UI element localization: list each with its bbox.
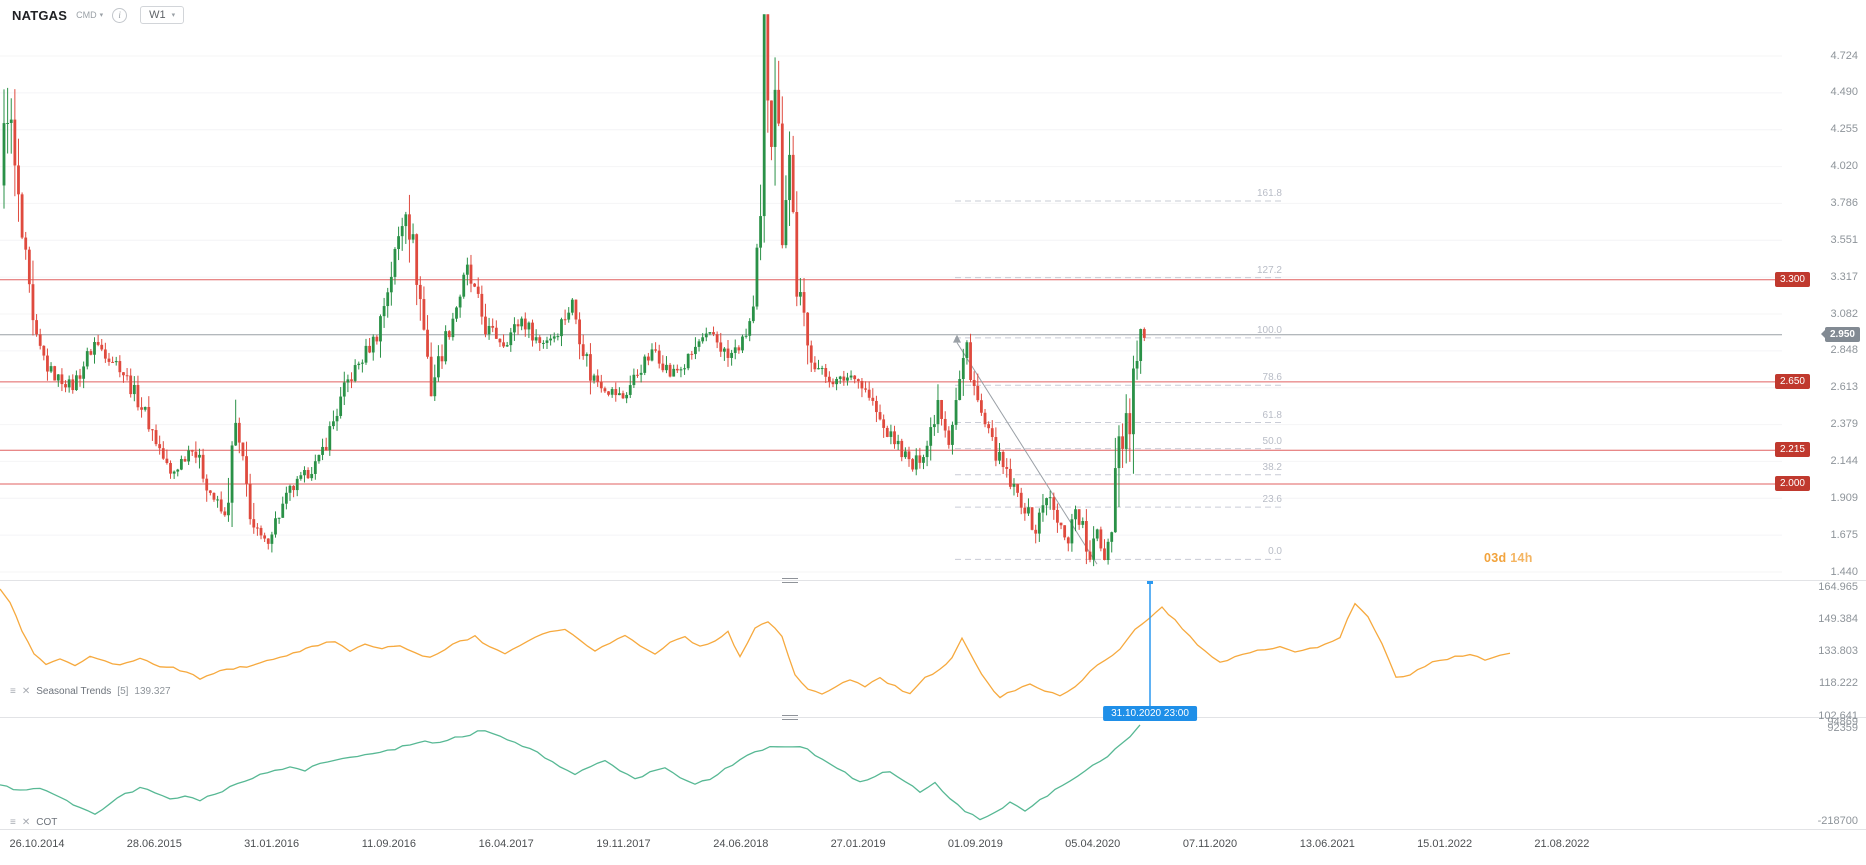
cot-panel-canvas[interactable] xyxy=(0,717,1866,829)
date-axis-label: 19.11.2017 xyxy=(596,838,651,850)
date-axis-label: 11.09.2016 xyxy=(361,838,417,850)
timeframe-label: W1 xyxy=(149,9,166,21)
seasonal-panel-canvas[interactable] xyxy=(0,580,1866,717)
date-axis-label: 26.10.2014 xyxy=(9,838,65,850)
panel-resize-handle[interactable] xyxy=(782,577,798,584)
market-category-label: CMD xyxy=(76,10,97,20)
close-icon[interactable]: ✕ xyxy=(21,816,31,828)
date-axis-label: 31.01.2016 xyxy=(244,838,300,850)
price-line-badge[interactable]: 2.650 xyxy=(1774,373,1810,389)
date-axis-label: 16.04.2017 xyxy=(478,838,534,850)
date-axis-label: 28.06.2015 xyxy=(126,838,182,850)
date-axis-label: 13.06.2021 xyxy=(1299,838,1355,850)
info-icon[interactable]: i xyxy=(112,7,128,23)
panel-resize-handle[interactable] xyxy=(782,714,798,721)
indicator-name: COT xyxy=(36,817,58,828)
indicator-value: 139.327 xyxy=(134,686,171,697)
panel-separator xyxy=(0,717,1866,718)
menu-icon[interactable]: ≡ xyxy=(10,685,16,697)
countdown-days: 03d xyxy=(1484,551,1507,565)
main-chart-canvas[interactable] xyxy=(0,0,1866,580)
timeframe-dropdown[interactable]: W1 ▾ xyxy=(140,6,185,24)
marker-tooltip: 31.10.2020 23:00 xyxy=(1103,706,1197,721)
cot-indicator-label: ≡ ✕ COT xyxy=(10,817,57,828)
candle-countdown: 03d 14h xyxy=(1484,551,1533,565)
chevron-down-icon: ▾ xyxy=(99,11,104,19)
symbol-name: NATGAS xyxy=(12,7,68,23)
date-axis-label: 27.01.2019 xyxy=(830,838,886,850)
date-axis-label: 05.04.2020 xyxy=(1065,838,1121,850)
chevron-down-icon: ▾ xyxy=(171,11,176,19)
panel-separator xyxy=(0,829,1866,830)
date-axis-label: 07.11.2020 xyxy=(1182,838,1238,850)
date-axis-label: 01.09.2019 xyxy=(947,838,1003,850)
seasonal-indicator-label: ≡ ✕ Seasonal Trends [5] 139.327 xyxy=(10,686,171,697)
chart-header: NATGAS CMD ▾ i W1 ▾ xyxy=(0,0,185,30)
price-line-badge[interactable]: 2.000 xyxy=(1774,476,1810,491)
countdown-hours: 14h xyxy=(1510,551,1533,565)
current-price-badge: 2.950 xyxy=(1820,326,1860,342)
market-category-dropdown[interactable]: CMD ▾ xyxy=(76,10,103,20)
indicator-param: [5] xyxy=(117,686,129,697)
close-icon[interactable]: ✕ xyxy=(21,685,31,697)
date-axis-label: 15.01.2022 xyxy=(1417,838,1473,850)
indicator-name: Seasonal Trends xyxy=(36,686,112,697)
date-axis-label: 21.08.2022 xyxy=(1534,838,1590,850)
price-line-badge[interactable]: 2.215 xyxy=(1774,442,1810,458)
price-line-badge[interactable]: 3.300 xyxy=(1774,271,1810,287)
date-axis-label: 24.06.2018 xyxy=(713,838,769,850)
menu-icon[interactable]: ≡ xyxy=(10,816,16,828)
panel-separator xyxy=(0,580,1866,581)
